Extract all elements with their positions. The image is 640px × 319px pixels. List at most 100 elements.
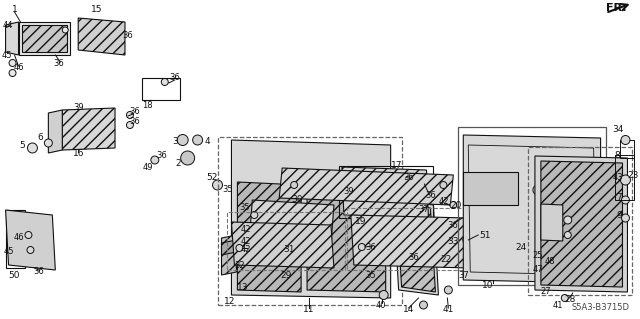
Text: 52: 52 xyxy=(206,174,217,182)
Text: 23: 23 xyxy=(628,170,639,180)
Text: 46: 46 xyxy=(13,63,24,72)
Text: 33: 33 xyxy=(447,238,459,247)
Circle shape xyxy=(44,139,52,147)
Polygon shape xyxy=(62,108,115,150)
Circle shape xyxy=(127,112,133,118)
Text: 41: 41 xyxy=(443,306,454,315)
Text: 20: 20 xyxy=(451,201,462,210)
Circle shape xyxy=(564,232,572,239)
Text: 45: 45 xyxy=(3,248,14,256)
Polygon shape xyxy=(22,25,67,52)
Polygon shape xyxy=(394,200,438,295)
Circle shape xyxy=(522,252,534,264)
Text: 18: 18 xyxy=(143,100,153,109)
Polygon shape xyxy=(19,22,70,55)
Text: 50: 50 xyxy=(9,271,20,279)
Text: 28: 28 xyxy=(564,295,575,305)
Bar xyxy=(620,140,634,158)
Bar xyxy=(6,210,26,268)
Circle shape xyxy=(450,202,457,209)
Text: 9: 9 xyxy=(616,211,622,219)
Circle shape xyxy=(62,27,68,33)
Text: 13: 13 xyxy=(237,284,248,293)
Circle shape xyxy=(151,156,159,164)
Polygon shape xyxy=(463,135,600,283)
Circle shape xyxy=(251,225,258,232)
Circle shape xyxy=(621,214,630,222)
Circle shape xyxy=(193,135,203,145)
Polygon shape xyxy=(232,222,334,268)
Text: 36: 36 xyxy=(403,174,414,182)
Circle shape xyxy=(212,180,223,190)
Text: 43: 43 xyxy=(612,174,623,182)
Polygon shape xyxy=(250,200,334,245)
Circle shape xyxy=(358,243,365,250)
Circle shape xyxy=(343,186,351,194)
Circle shape xyxy=(9,70,16,77)
Text: 36: 36 xyxy=(33,268,44,277)
Circle shape xyxy=(440,182,447,189)
Text: 36: 36 xyxy=(129,117,140,127)
Circle shape xyxy=(236,244,243,251)
Polygon shape xyxy=(221,235,236,275)
Text: 47: 47 xyxy=(532,265,543,275)
Text: 42: 42 xyxy=(241,246,252,255)
Circle shape xyxy=(256,234,263,241)
Circle shape xyxy=(127,122,133,129)
Text: 27: 27 xyxy=(541,287,551,296)
Text: 24: 24 xyxy=(515,243,527,253)
Text: 49: 49 xyxy=(143,164,153,173)
Circle shape xyxy=(533,185,543,195)
Circle shape xyxy=(444,286,452,294)
Text: FR.: FR. xyxy=(605,3,626,13)
Text: 45: 45 xyxy=(1,50,12,60)
Circle shape xyxy=(291,182,298,189)
Text: 11: 11 xyxy=(303,306,315,315)
Text: 16: 16 xyxy=(72,150,84,159)
Text: 2: 2 xyxy=(175,159,180,167)
Circle shape xyxy=(28,143,37,153)
Circle shape xyxy=(380,291,388,300)
Polygon shape xyxy=(49,110,62,153)
Text: 19: 19 xyxy=(355,218,367,226)
Text: 15: 15 xyxy=(92,5,103,14)
Text: 51: 51 xyxy=(479,231,491,240)
Text: 8: 8 xyxy=(614,151,620,160)
Text: 42: 42 xyxy=(241,238,252,247)
Text: 14: 14 xyxy=(403,306,414,315)
Polygon shape xyxy=(237,182,301,292)
Circle shape xyxy=(161,78,168,85)
Text: 5: 5 xyxy=(20,140,26,150)
Text: 22: 22 xyxy=(441,256,452,264)
Text: 3: 3 xyxy=(172,137,178,146)
Bar xyxy=(218,137,401,305)
Circle shape xyxy=(463,236,470,243)
Polygon shape xyxy=(6,210,55,270)
Text: 37: 37 xyxy=(418,205,429,214)
Polygon shape xyxy=(541,161,623,287)
Bar xyxy=(339,166,433,218)
Polygon shape xyxy=(78,18,125,55)
Circle shape xyxy=(27,247,34,254)
Text: 1: 1 xyxy=(12,5,17,14)
Text: 35: 35 xyxy=(239,204,250,212)
Text: 42: 42 xyxy=(241,226,252,234)
Text: 36: 36 xyxy=(425,190,436,199)
Polygon shape xyxy=(342,167,428,218)
Text: 39: 39 xyxy=(73,103,84,113)
Circle shape xyxy=(621,196,630,204)
Polygon shape xyxy=(535,156,627,292)
Polygon shape xyxy=(351,215,470,268)
Circle shape xyxy=(621,175,630,185)
Polygon shape xyxy=(463,172,518,205)
Text: 29: 29 xyxy=(280,271,292,279)
Text: 6: 6 xyxy=(38,133,44,143)
Circle shape xyxy=(561,294,568,301)
Text: 44: 44 xyxy=(3,20,13,29)
Circle shape xyxy=(180,151,195,165)
Text: 36: 36 xyxy=(53,60,64,69)
Text: 17: 17 xyxy=(391,160,403,169)
Text: 12: 12 xyxy=(224,298,235,307)
Circle shape xyxy=(251,211,258,219)
Text: 41: 41 xyxy=(552,300,563,309)
